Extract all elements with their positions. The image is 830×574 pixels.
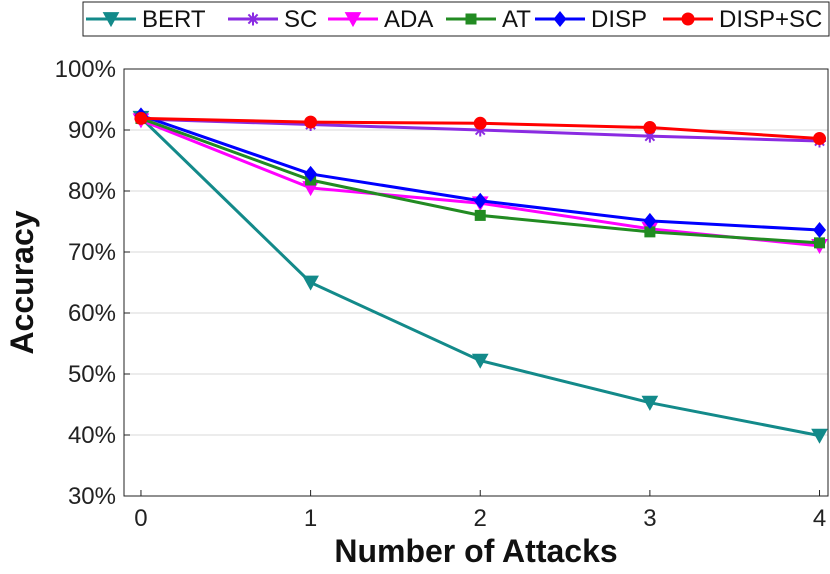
grid-lines <box>124 129 828 436</box>
series-layer <box>132 107 828 444</box>
data-point-disp-sc <box>304 115 318 129</box>
legend-item-disp-sc: DISP+SC <box>663 6 822 33</box>
data-point-at <box>474 209 486 221</box>
legend-label: AT <box>502 6 531 33</box>
y-axis-title: Accuracy <box>4 210 40 354</box>
y-axis: 30% 40% 50% 60% 70% 80% 90% 100% <box>55 56 130 510</box>
data-point-bert <box>302 275 319 291</box>
y-tick-label: 100% <box>55 56 116 83</box>
legend-label: BERT <box>142 6 206 33</box>
data-point-at <box>644 226 656 238</box>
legend-item-sc: SC <box>228 6 317 33</box>
y-tick-label: 60% <box>68 300 116 327</box>
legend-label: ADA <box>384 6 433 33</box>
legend-item-disp: DISP <box>535 6 647 33</box>
legend-label: DISP+SC <box>719 6 822 33</box>
series-bert <box>132 110 828 444</box>
y-tick-label: 30% <box>68 483 116 510</box>
x-tick-label: 0 <box>134 505 147 532</box>
series-disp-sc <box>134 111 827 146</box>
data-point-disp-sc <box>473 116 487 130</box>
legend-item-at: AT <box>446 6 531 33</box>
legend-item-ada: ADA <box>328 6 433 33</box>
plot-area <box>123 68 829 497</box>
legend-item-bert: BERT <box>86 6 206 33</box>
legend-marker <box>344 12 362 28</box>
y-tick-label: 80% <box>68 178 116 205</box>
legend-marker <box>681 12 695 26</box>
data-point-disp-sc <box>643 121 657 135</box>
data-point-bert <box>811 428 828 444</box>
legend-marker <box>246 12 260 26</box>
x-tick-label: 2 <box>474 505 487 532</box>
y-tick-label: 70% <box>68 239 116 266</box>
series-line-bert <box>139 116 820 438</box>
data-point-disp <box>813 222 827 239</box>
data-point-disp-sc <box>813 132 827 146</box>
x-axis: 0 1 2 3 4 <box>134 490 826 532</box>
x-axis-title: Number of Attacks <box>334 533 617 569</box>
data-point-bert <box>471 353 489 369</box>
data-point-disp <box>643 212 657 229</box>
y-tick-label: 90% <box>68 117 116 144</box>
data-point-sc <box>473 123 487 137</box>
y-tick-label: 50% <box>68 361 116 388</box>
x-tick-label: 1 <box>304 505 317 532</box>
legend-label: DISP <box>591 6 647 33</box>
data-point-at <box>814 237 826 249</box>
data-point-bert <box>641 395 659 411</box>
legend-marker <box>553 11 567 27</box>
y-tick-label: 40% <box>68 422 116 449</box>
x-tick-label: 3 <box>643 505 656 532</box>
data-point-disp <box>473 192 487 209</box>
data-point-disp <box>304 165 318 182</box>
legend: BERT SC ADA AT DISP DISP+SC <box>82 1 830 37</box>
legend-marker <box>465 13 477 25</box>
x-tick-label: 4 <box>813 505 826 532</box>
data-point-disp-sc <box>134 111 148 125</box>
data-point-sc <box>643 129 657 143</box>
legend-marker <box>102 12 120 28</box>
legend-label: SC <box>284 6 317 33</box>
